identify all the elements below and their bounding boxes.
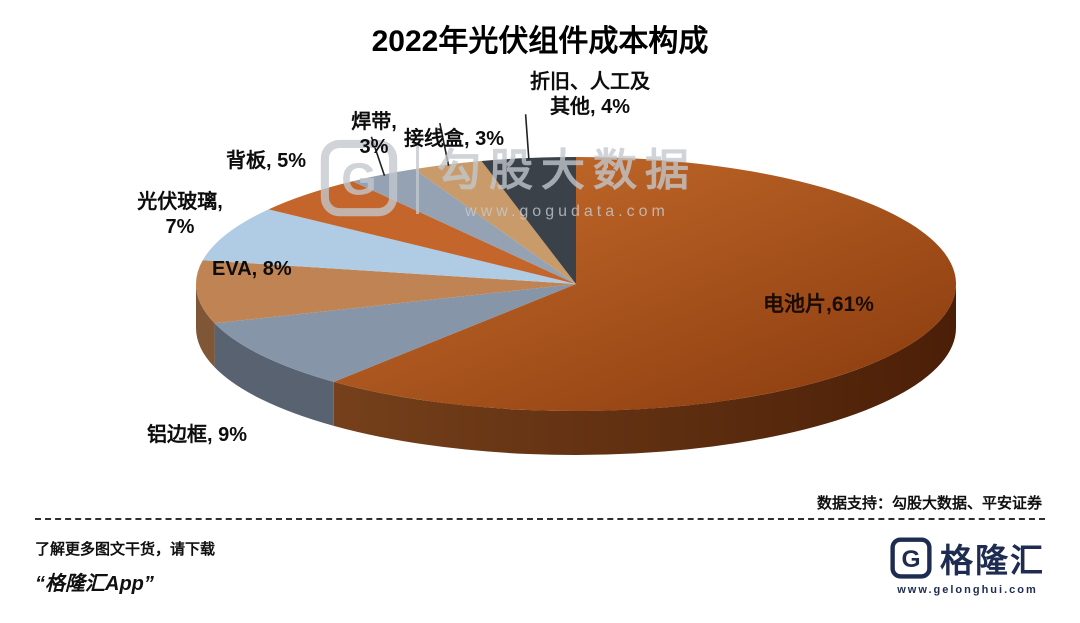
gelonghui-logo-icon: G	[890, 537, 932, 579]
data-source-note: 数据支持：勾股大数据、平安证券	[816, 495, 1042, 512]
slice-label-other: 折旧、人工及 其他, 4%	[530, 71, 650, 118]
svg-text:G: G	[901, 546, 920, 573]
footer-promo-text: 了解更多图文干货，请下载	[35, 541, 216, 558]
chart-title: 2022年光伏组件成本构成	[371, 25, 709, 58]
slice-label-junction: 接线盒, 3%	[404, 128, 505, 150]
slice-label-glass: 光伏玻璃, 7%	[137, 191, 223, 238]
slice-label-cell: 电池片,61%	[763, 293, 874, 316]
dashed-divider	[35, 518, 1045, 520]
slice-label-backsheet: 背板, 5%	[226, 150, 307, 172]
slice-label-frame: 铝边框, 9%	[147, 424, 248, 446]
gelonghui-brand: G 格隆汇 www.gelonghui.com	[890, 534, 1045, 596]
footer-app-name: “格隆汇App”	[35, 573, 154, 595]
gelonghui-brand-name: 格隆汇	[940, 542, 1045, 579]
slice-label-ribbon: 焊带, 3%	[351, 111, 397, 158]
gelonghui-brand-url: www.gelonghui.com	[897, 584, 1038, 596]
slice-label-eva: EVA, 8%	[212, 258, 292, 280]
